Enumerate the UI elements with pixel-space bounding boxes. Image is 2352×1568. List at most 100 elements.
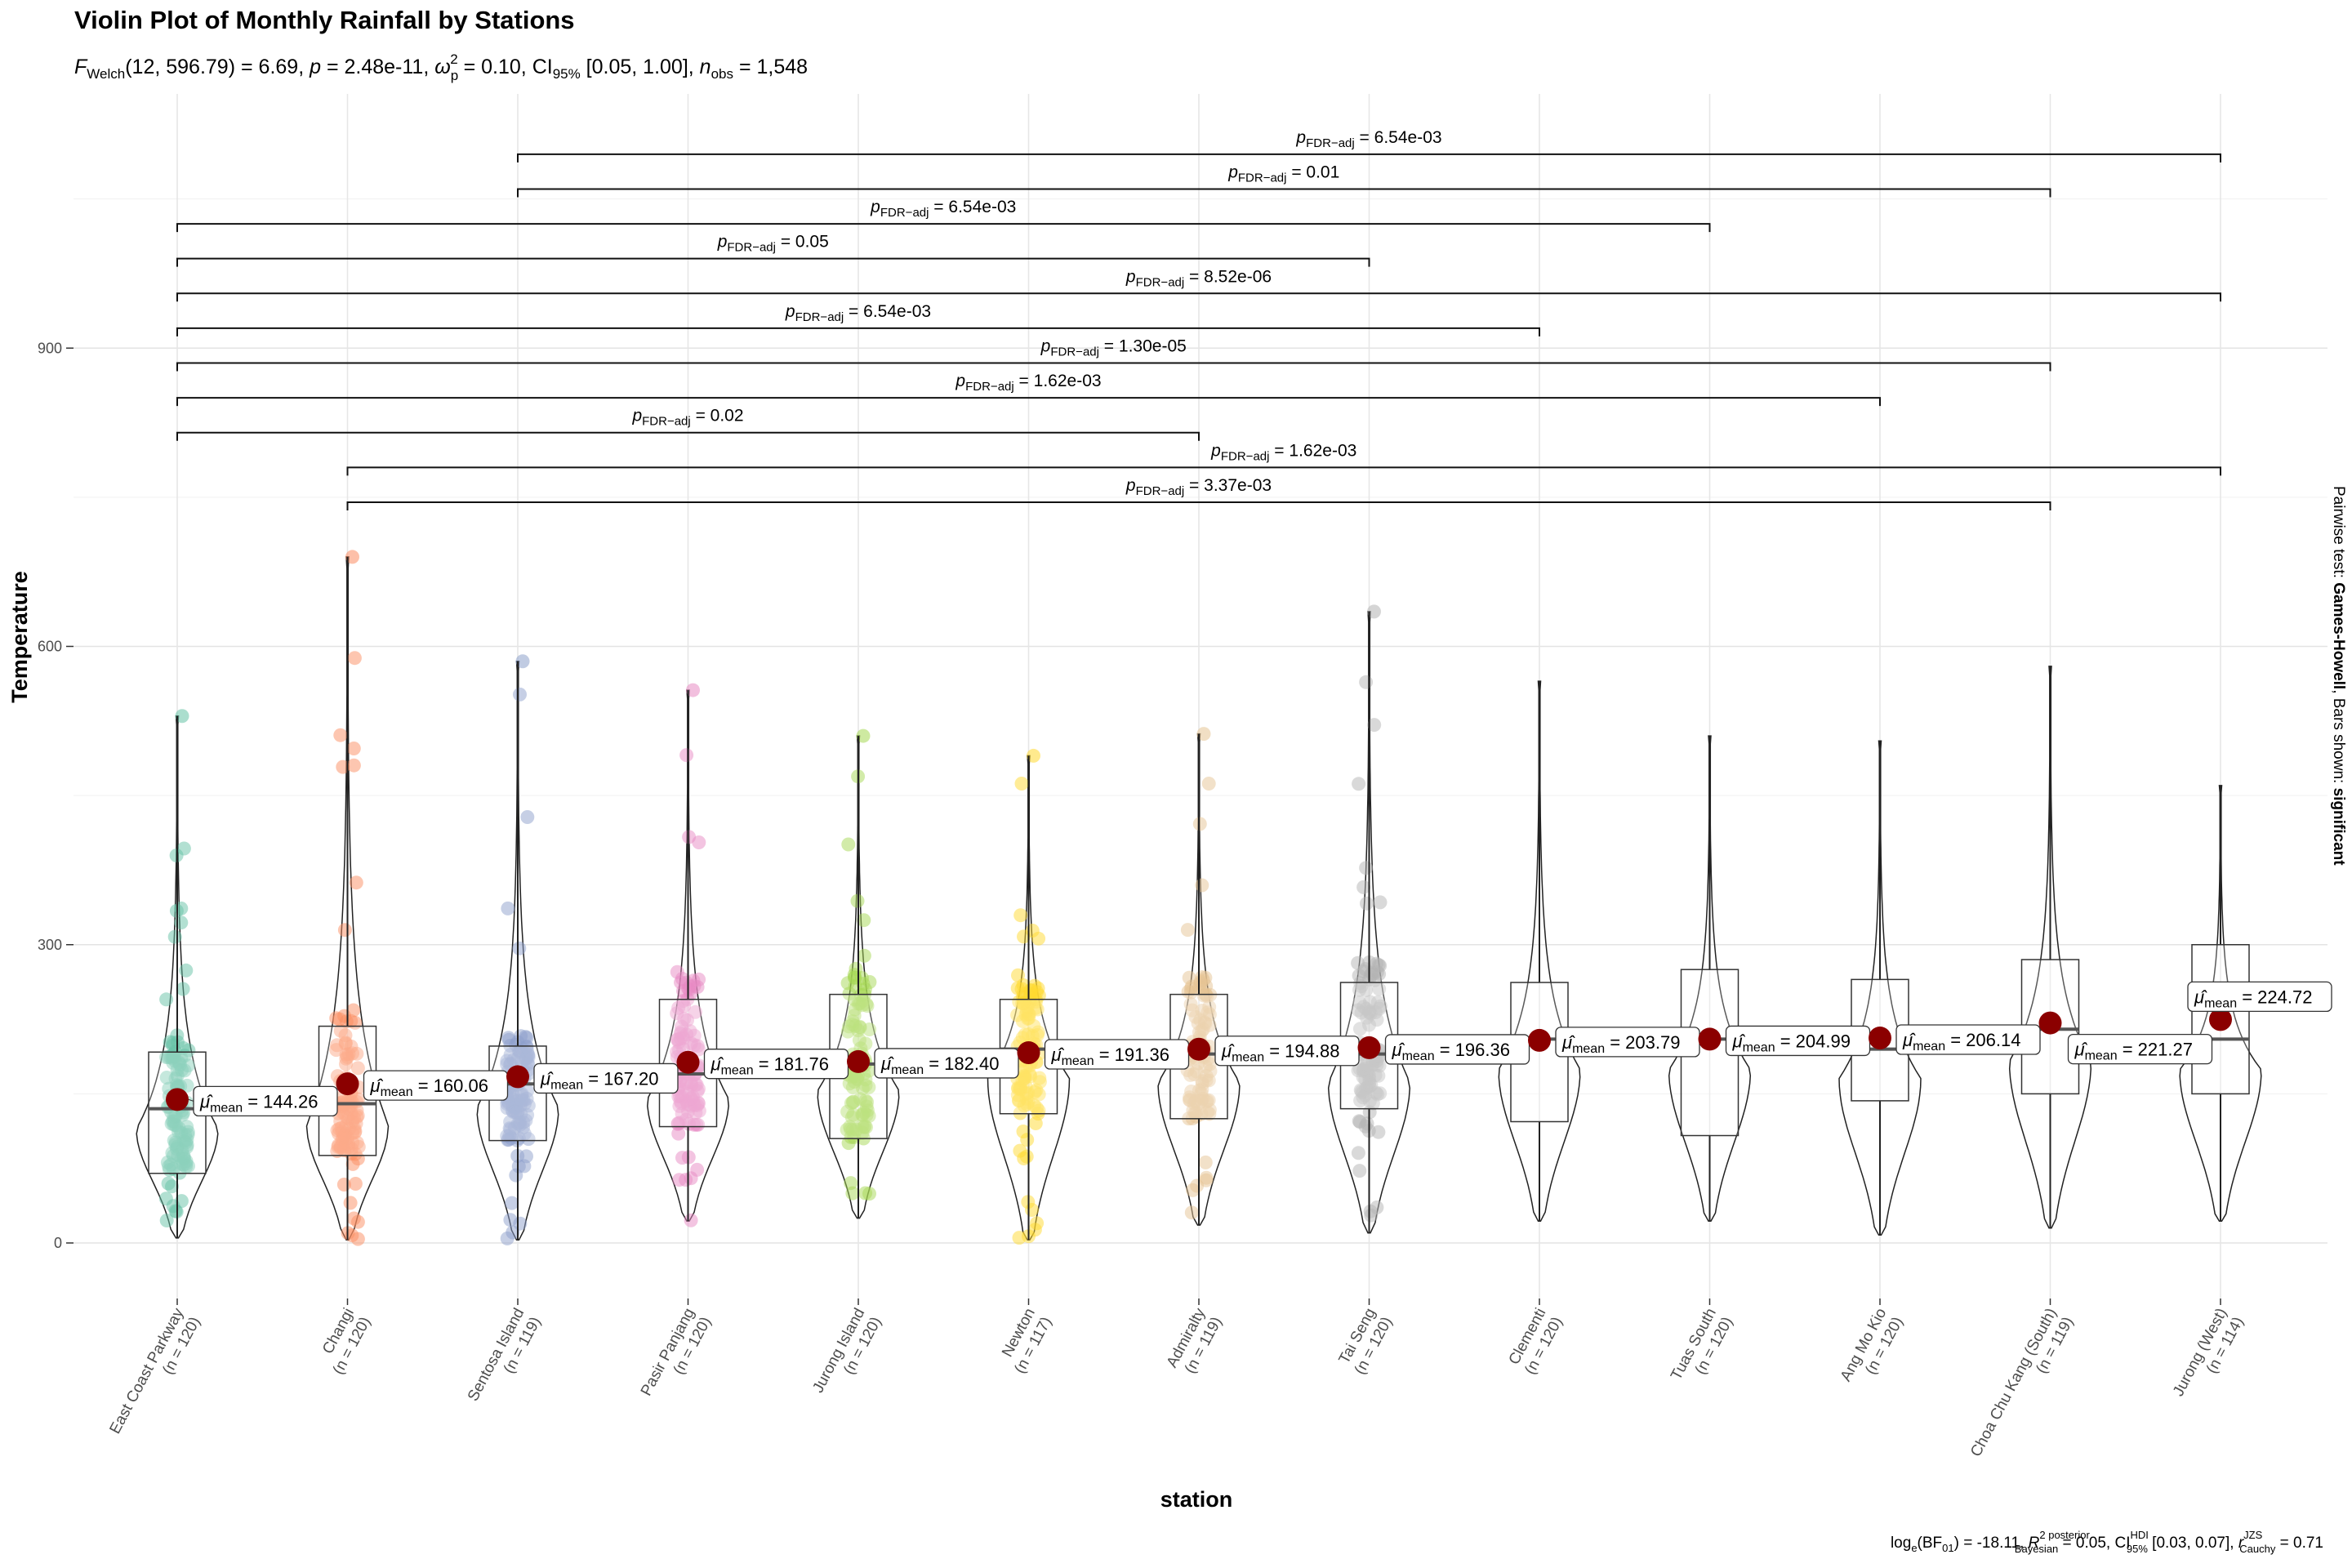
- data-point: [348, 1124, 363, 1138]
- bracket-pvalue: pFDR−adj = 6.54e-03: [1295, 128, 1441, 150]
- data-point: [1025, 924, 1040, 938]
- data-point: [687, 1117, 702, 1132]
- x-tick-label: Admiralty(n = 119): [1164, 1305, 1226, 1376]
- mean-point: [166, 1088, 189, 1111]
- subtitle-text: FWelch(12, 596.79) = 6.69, p = 2.48e-11,…: [74, 51, 808, 83]
- mean-label-text: μ̂mean = 224.72: [2194, 987, 2312, 1010]
- data-point: [1028, 1116, 1043, 1130]
- data-point: [857, 948, 871, 963]
- data-point: [1202, 1000, 1217, 1014]
- mean-point: [2209, 1008, 2232, 1031]
- mean-label-box: [1895, 1024, 2041, 1055]
- data-point: [509, 1168, 523, 1183]
- data-point: [340, 1049, 354, 1064]
- data-point: [1356, 880, 1371, 894]
- x-tick-label: Choa Chu Kang (South)(n = 119): [1967, 1305, 2077, 1459]
- bracket-line: [176, 257, 1370, 267]
- mean-label-box: [1384, 1034, 1530, 1065]
- chart-title: Violin Plot of Monthly Rainfall by Stati…: [74, 6, 575, 34]
- data-point: [346, 758, 361, 773]
- data-point: [346, 1211, 361, 1226]
- data-point: [1373, 1086, 1388, 1101]
- data-point: [176, 841, 191, 856]
- data-point: [1359, 861, 1374, 875]
- data-point: [515, 654, 530, 669]
- data-point: [165, 1179, 179, 1194]
- x-tick-label: East Coast Parkway(n = 120): [107, 1305, 204, 1437]
- data-point: [166, 1199, 180, 1214]
- data-point: [1188, 1094, 1203, 1108]
- data-point: [163, 1035, 177, 1049]
- mean-label-text: μ̂mean = 160.06: [370, 1076, 488, 1099]
- data-point: [1186, 1183, 1200, 1197]
- mean-label-text: μ̂mean = 191.36: [1051, 1045, 1169, 1068]
- data-point: [181, 1159, 195, 1174]
- data-point: [159, 1214, 174, 1227]
- comparison-bracket: pFDR−adj = 3.37e-03: [346, 476, 2051, 510]
- mean-point: [847, 1049, 870, 1073]
- data-points: [158, 550, 1388, 1246]
- data-point: [507, 1120, 522, 1135]
- mean-label-text: μ̂mean = 206.14: [1902, 1030, 2020, 1054]
- mean-label: μ̂mean = 160.06: [363, 1070, 509, 1101]
- data-point: [858, 1186, 873, 1200]
- data-point: [855, 998, 870, 1013]
- data-point: [1365, 1096, 1380, 1111]
- x-tick-label: Jurong (West)(n = 114): [2170, 1305, 2247, 1399]
- data-point: [170, 1062, 185, 1077]
- mean-point: [1698, 1027, 1722, 1051]
- mean-label-text: μ̂mean = 194.88: [1221, 1041, 1339, 1065]
- data-point: [675, 972, 689, 986]
- data-point: [159, 992, 174, 1007]
- boxplots: [148, 556, 2250, 1241]
- mean-label-box: [533, 1062, 679, 1094]
- comparison-bracket: pFDR−adj = 0.05: [176, 233, 1370, 267]
- mean-label-text: μ̂mean = 181.76: [710, 1054, 829, 1078]
- bracket-line: [176, 397, 1881, 407]
- comparison-bracket: pFDR−adj = 0.01: [517, 163, 2051, 198]
- data-point: [686, 683, 700, 697]
- data-point: [858, 1094, 873, 1108]
- comparison-bracket: pFDR−adj = 1.62e-03: [176, 372, 1881, 407]
- comparison-bracket: pFDR−adj = 6.54e-03: [176, 198, 1711, 233]
- data-point: [180, 1138, 194, 1152]
- data-point: [1352, 1114, 1366, 1129]
- data-point: [167, 1110, 181, 1125]
- y-axis-title: Temperature: [7, 571, 32, 703]
- data-point: [679, 1173, 693, 1187]
- data-point: [175, 709, 189, 724]
- data-point: [346, 742, 361, 755]
- data-point: [1356, 1090, 1370, 1105]
- data-point: [350, 1061, 365, 1076]
- data-point: [345, 1228, 359, 1243]
- data-point: [179, 963, 194, 978]
- data-point: [1373, 895, 1388, 910]
- side-note-line: Pairwise test: Games-Howell, Bars shown:…: [2330, 486, 2347, 866]
- bracket-pvalue: pFDR−adj = 6.54e-03: [785, 302, 931, 324]
- data-point: [692, 1103, 706, 1118]
- data-point: [349, 875, 363, 890]
- data-point: [840, 1024, 855, 1039]
- comparison-bracket: pFDR−adj = 6.54e-03: [517, 128, 2221, 163]
- data-point: [841, 1136, 856, 1151]
- data-point: [1351, 1146, 1365, 1160]
- data-point: [1369, 1005, 1383, 1019]
- y-tick-label: 0: [54, 1235, 62, 1251]
- data-point: [338, 1036, 353, 1050]
- data-point: [843, 1120, 858, 1134]
- data-point: [520, 810, 535, 824]
- data-point: [345, 1156, 360, 1171]
- data-point: [1371, 958, 1386, 973]
- mean-label-box: [2187, 981, 2332, 1013]
- data-point: [1027, 748, 1040, 763]
- data-point: [1367, 718, 1382, 733]
- bracket-line: [517, 188, 2051, 198]
- data-point: [845, 1186, 860, 1200]
- data-point: [688, 1004, 702, 1019]
- violin: [1668, 735, 1752, 1222]
- bracket-line: [346, 466, 2221, 476]
- data-point: [350, 1110, 364, 1125]
- mean-label-box: [363, 1070, 509, 1101]
- data-point: [348, 1177, 363, 1191]
